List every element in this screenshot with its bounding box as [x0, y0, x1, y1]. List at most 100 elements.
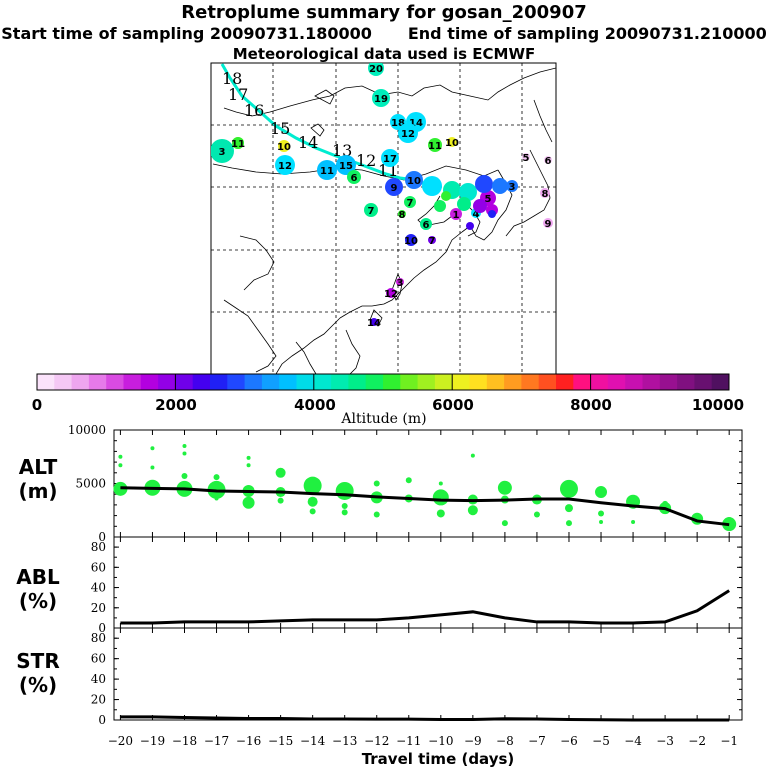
altitude-scatter-point [501, 520, 508, 527]
ytick-label: 40 [91, 672, 106, 686]
plume-point: 14 [367, 318, 381, 329]
plume-point-label: 3 [219, 147, 226, 158]
colorbar-segment [313, 374, 332, 390]
plume-point-label: 10 [445, 138, 459, 149]
str-ylabel: STR [16, 649, 59, 673]
colorbar-segment [452, 374, 470, 390]
colorbar-segment [88, 374, 107, 390]
plume-point: 11 [428, 138, 442, 152]
altitude-scatter-point [277, 497, 284, 504]
colorbar-segment [642, 374, 661, 390]
plume-point-marker [364, 203, 378, 217]
plume-point-label: 10 [404, 236, 418, 247]
plume-point-label: 5 [485, 194, 492, 205]
altitude-colorbar [36, 373, 730, 391]
ytick-label: 0 [98, 530, 106, 544]
altitude-scatter-point [405, 477, 412, 484]
plume-point-marker [428, 138, 442, 152]
map-frame [210, 62, 557, 375]
colorbar-segment [175, 374, 194, 390]
plume-point-label: 8 [399, 210, 406, 221]
plume-point: 8 [540, 188, 550, 200]
xtick-label: −8 [496, 734, 514, 748]
plume-point-label: 17 [383, 154, 397, 165]
path-label-15: 15 [270, 119, 290, 138]
ytick-label: 5000 [75, 477, 106, 491]
alt-ylabel: ALT [19, 455, 58, 479]
alt-series-line [120, 486, 730, 527]
plume-point-marker [447, 137, 457, 147]
plume-point-label: 5 [523, 153, 530, 164]
xtick-label: −12 [364, 734, 389, 748]
plume-point-marker [336, 155, 356, 175]
ytick-label: 60 [91, 652, 106, 666]
abl-ylabel: ABL [16, 565, 60, 589]
xtick-label: −16 [236, 734, 261, 748]
abl-panel: 0 20 40 60 80 [91, 536, 743, 635]
plume-point-label: 7 [368, 206, 375, 217]
xtick-label: −4 [624, 734, 642, 748]
ytick-label: 40 [91, 581, 106, 595]
altitude-scatter-point [599, 520, 604, 525]
colorbar-segment [434, 374, 453, 390]
plume-point-label: 3 [509, 182, 516, 193]
plume-point-marker [450, 208, 462, 220]
plume-point: 6 [347, 170, 361, 184]
altitude-scatter-point [598, 510, 605, 517]
colorbar-segment [54, 374, 72, 390]
altitude-scatter-point [559, 479, 578, 498]
plume-point: 8 [398, 210, 406, 221]
ytick-label: 60 [91, 560, 106, 574]
plume-point-label: 6 [423, 220, 430, 231]
plume-point-marker [420, 218, 432, 230]
colorbar-segment [417, 374, 436, 390]
xtick-label: −19 [140, 734, 165, 748]
plume-point: 10 [445, 137, 459, 149]
colorbar-tick-4000: 4000 [294, 396, 336, 414]
plume-point: 10 [277, 140, 291, 153]
ytick-label: 80 [91, 631, 106, 645]
plume-point: 15 [336, 155, 356, 175]
plume-point: 6 [420, 218, 432, 231]
xtick-label: −14 [300, 734, 326, 748]
plume-point-label: 8 [542, 189, 549, 200]
plume-point-marker [540, 188, 550, 198]
plume-point-marker [278, 140, 290, 152]
plume-point-label: 4 [473, 209, 480, 220]
plume-point-marker [404, 196, 416, 208]
plume-point: 6 [544, 156, 552, 167]
xtick-labels: −20 −19 −18 −17 −16 −15 −14 −13 −12 −11 −10 −9 −8 −7−… [108, 734, 738, 748]
plume-point-label: 18 [391, 118, 405, 129]
str-series-line [120, 715, 730, 722]
altitude-scatter-point [182, 444, 187, 449]
plume-point: 12 [398, 123, 418, 143]
plume-point-label: 20 [369, 64, 383, 75]
plume-point: 12 [275, 155, 295, 175]
plume-point-label: 1 [453, 210, 460, 221]
ytick-label: 20 [91, 693, 106, 707]
plume-point-label: 9 [545, 219, 552, 230]
colorbar-segment [331, 374, 349, 390]
colorbar-segment [261, 374, 280, 390]
xtick-label: −17 [204, 734, 229, 748]
plume-dense-cluster [422, 175, 508, 230]
abl-frame [113, 536, 743, 629]
map-content: 18 17 16 15 14 13 12 11 20 19 18 14 12 1… [211, 63, 556, 374]
end-time-label: End time of sampling 20090731.210000 [407, 24, 767, 43]
plume-point-label: 10 [407, 176, 421, 187]
altitude-scatter-point [595, 486, 608, 499]
colorbar-segment [192, 374, 211, 390]
plume-point-label: 9 [391, 183, 398, 194]
colorbar-segment [607, 374, 626, 390]
colorbar-tick-2000: 2000 [155, 396, 197, 414]
altitude-scatter-point [438, 481, 443, 486]
met-data-label: Meteorological data used is ECMWF [232, 45, 536, 63]
plume-point-marker [544, 156, 552, 164]
plume-point-label: 14 [367, 318, 381, 329]
altitude-scatter-point [565, 520, 572, 527]
altitude-scatter-point [118, 454, 123, 459]
plume-point-marker [428, 236, 436, 244]
altitude-scatter-point [307, 496, 318, 507]
plume-point-label: 11 [428, 141, 442, 152]
